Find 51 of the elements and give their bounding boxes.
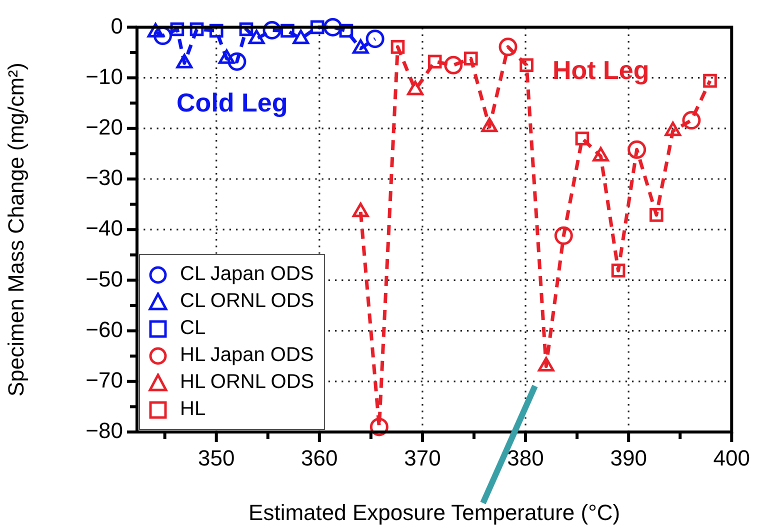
point [628,140,646,159]
point [520,58,534,72]
y-tick-label: −70 [86,367,123,392]
legend-label: CL [180,316,206,341]
point [366,30,384,48]
point [239,22,254,36]
point [209,24,224,38]
x-tick-label: 350 [198,445,235,470]
legend-label: HL [180,397,206,422]
point [498,38,518,56]
legend-label: CL Japan ODS [180,262,314,287]
point [464,52,478,66]
legend-label: CL ORNL ODS [180,289,314,314]
y-axis-title: Specimen Mass Change (mg/cm²) [3,62,28,396]
point [650,208,664,222]
point [262,20,282,40]
y-tick-label: −20 [86,114,123,140]
x-axis-title: Estimated Exposure Temperature (°C) [248,500,620,525]
y-tick-label: −60 [86,316,123,342]
point [444,56,463,74]
point [611,264,626,278]
point [682,111,701,130]
x-tick-label: 370 [404,445,441,470]
point [428,54,442,69]
point [190,22,204,36]
point [554,226,573,245]
point [170,22,184,36]
legend-label: HL Japan ODS [180,343,314,368]
point [280,24,294,38]
x-tick-label: 360 [301,445,338,470]
y-tick-label: −80 [86,418,123,444]
annotation: Cold Leg [176,87,288,118]
point [310,20,324,34]
point [390,40,405,54]
point [324,18,342,36]
point [370,418,388,436]
point [154,26,172,46]
y-tick-label: −50 [86,266,123,292]
y-tick-label: −10 [86,64,123,89]
x-tick-label: 400 [713,445,750,470]
x-tick-label: 380 [507,445,544,470]
point [339,24,354,38]
x-tick-label: 390 [610,445,647,470]
annotation: Hot Leg [552,54,650,85]
point [228,52,246,71]
point [575,132,590,146]
point [703,74,717,88]
legend-label: HL ORNL ODS [180,370,314,395]
y-tick-label: −40 [86,216,123,241]
y-tick-label: −30 [86,165,123,190]
y-tick-label: 0 [110,13,123,38]
